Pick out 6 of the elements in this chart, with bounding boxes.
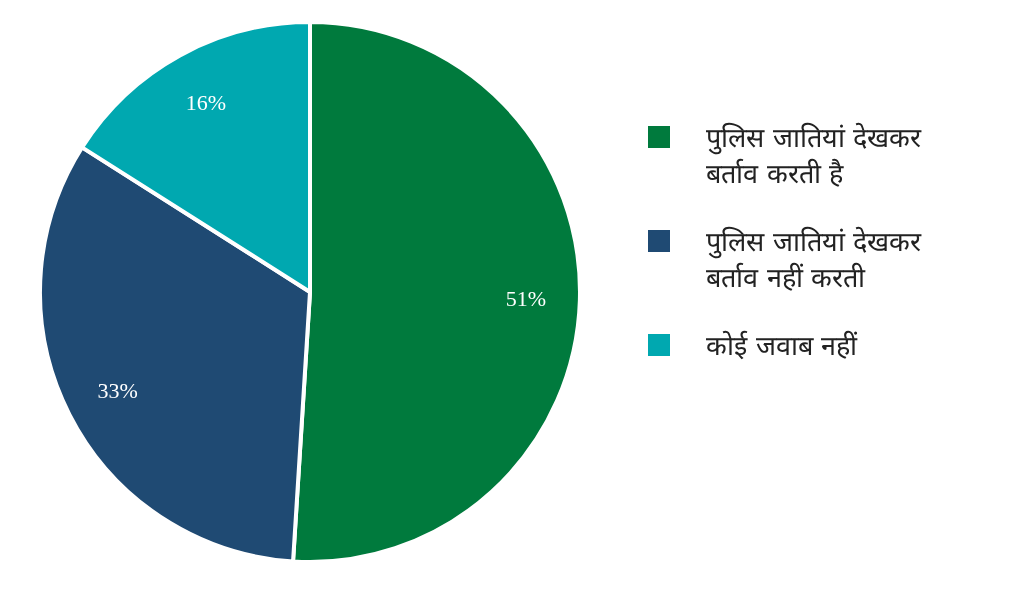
legend-label: पुलिस जातियां देखकर बर्ताव नहीं करती <box>706 225 923 295</box>
data-label: 16% <box>185 90 227 116</box>
data-label: 33% <box>97 377 138 403</box>
legend-label: पुलिस जातियां देखकर बर्ताव करती है <box>706 121 923 191</box>
legend-label: कोई जवाब नहीं <box>706 329 859 363</box>
data-label: 51% <box>505 286 547 312</box>
